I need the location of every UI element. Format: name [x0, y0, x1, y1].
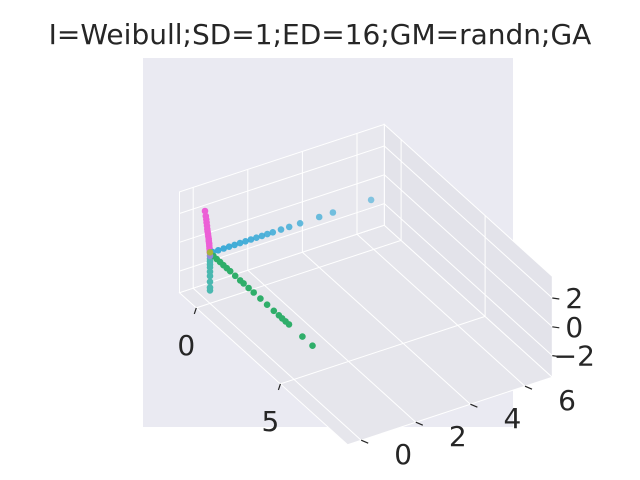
- y-tick-mark: [524, 385, 533, 390]
- y-tick-label: 6: [558, 384, 576, 417]
- data-point: [214, 247, 222, 254]
- z-tick-label: 2: [565, 282, 583, 315]
- data-point: [245, 284, 252, 292]
- grid-x-floor: [280, 315, 486, 385]
- grid-z-back: [383, 145, 553, 299]
- z-tick-label: −2: [554, 340, 595, 373]
- grid-z-back: [383, 174, 553, 328]
- y-tick-label: 2: [449, 420, 467, 453]
- chart-title: I=Weibull;SD=1;ED=16;GM=randn;GA: [48, 18, 592, 51]
- grid-lines: [179, 133, 553, 441]
- data-point: [315, 213, 323, 221]
- data-point: [236, 239, 244, 247]
- grid-z-left: [179, 145, 385, 214]
- x-tick-label: 5: [261, 405, 279, 438]
- data-point: [201, 207, 209, 215]
- z-tick-mark: [552, 355, 560, 358]
- data-point: [270, 307, 278, 315]
- grid-y-floor: [356, 233, 526, 387]
- x-tick-label: 0: [177, 329, 195, 362]
- y-tick-label: 0: [394, 438, 412, 471]
- y-tick-mark: [415, 421, 424, 426]
- tick-marks: [193, 297, 560, 444]
- data-point: [329, 209, 337, 216]
- data-point: [367, 196, 375, 204]
- data-point: [240, 280, 247, 287]
- data-point: [264, 230, 271, 238]
- z-tick-mark: [552, 297, 560, 300]
- grid-z-back: [383, 203, 553, 356]
- data-point: [253, 234, 260, 241]
- data-point: [250, 289, 257, 296]
- data-point: [231, 241, 238, 249]
- grid-x-floor: [196, 239, 402, 309]
- data-point: [242, 238, 249, 245]
- data-point: [247, 236, 255, 243]
- data-point: [277, 226, 285, 233]
- data-point: [285, 223, 293, 231]
- data-point: [206, 272, 214, 280]
- z-tick-mark: [552, 326, 560, 329]
- grid-y-floor: [302, 251, 471, 405]
- grid-y-floor: [247, 269, 417, 423]
- data-point: [206, 287, 214, 294]
- data-point: [206, 278, 214, 286]
- data-points: [201, 196, 375, 350]
- y-tick-mark: [470, 403, 478, 408]
- data-point: [263, 301, 271, 309]
- y-tick-mark: [360, 439, 369, 444]
- grid-z-left: [179, 174, 385, 243]
- data-point: [206, 249, 214, 256]
- z-tick-label: 0: [565, 311, 583, 344]
- data-point: [296, 220, 304, 227]
- data-point: [309, 342, 316, 350]
- data-point: [220, 245, 227, 252]
- data-point: [226, 267, 234, 275]
- data-point: [299, 333, 306, 340]
- data-point: [269, 229, 277, 236]
- data-point: [225, 243, 233, 250]
- data-point: [231, 272, 239, 280]
- data-point: [258, 232, 266, 240]
- data-point: [285, 321, 293, 328]
- x-tick-mark: [277, 383, 281, 391]
- data-point: [257, 295, 264, 302]
- y-tick-label: 4: [503, 402, 521, 435]
- x-tick-mark: [193, 307, 197, 315]
- grid-y-floor: [192, 287, 362, 441]
